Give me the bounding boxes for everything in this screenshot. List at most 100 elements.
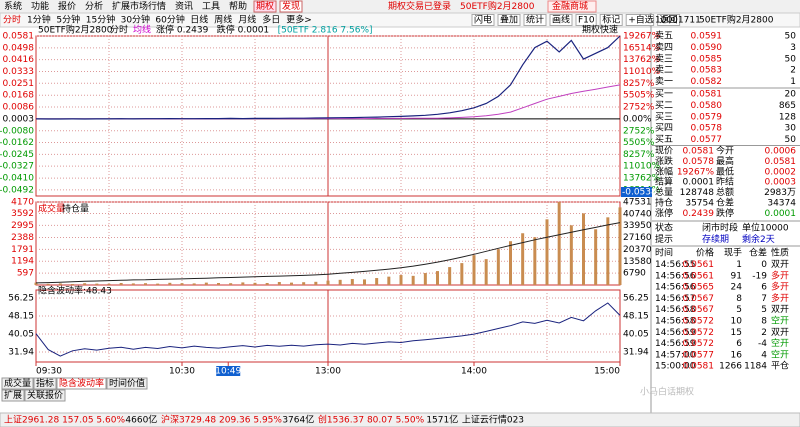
tool-button[interactable]: 画线: [552, 14, 570, 26]
y-tick-label: 4170: [11, 198, 34, 208]
bottom-tab[interactable]: 成交量: [4, 377, 31, 389]
period-button[interactable]: 月线: [238, 14, 256, 26]
volume-bar: [229, 283, 233, 285]
period-button[interactable]: 30分钟: [121, 14, 150, 26]
status-value: 单位10000: [742, 222, 789, 234]
status-label: 状态: [655, 222, 673, 234]
volume-bar: [314, 281, 318, 285]
volume-bar: [423, 273, 427, 285]
stat-label: 现价: [655, 146, 673, 157]
ticks-header: 时间: [655, 247, 673, 259]
tab-bg: [56, 377, 107, 390]
menu-item[interactable]: 工具: [202, 1, 220, 12]
percent-label: 11010%: [623, 162, 661, 172]
book-label: 买五: [655, 134, 673, 145]
menu-item[interactable]: 帮助: [229, 0, 247, 12]
book-label: 买二: [655, 100, 673, 111]
volume-bar: [34, 282, 38, 285]
bottom-tab[interactable]: 时间价值: [109, 377, 145, 389]
menu-bar: [0, 0, 800, 13]
book-label: 卖四: [655, 42, 673, 53]
status-bar: [0, 412, 800, 427]
period-button[interactable]: 周线: [214, 14, 232, 26]
bottom-tab[interactable]: 指标: [36, 377, 54, 389]
tool-button[interactable]: F10: [578, 16, 595, 26]
shop-link[interactable]: 金融商城: [552, 0, 588, 12]
y-tick-label: 0.0416: [3, 55, 35, 65]
stat-value: 2983万: [764, 188, 796, 198]
tick-cell: 2: [761, 328, 767, 338]
tick-cell: 双开: [771, 327, 789, 338]
volume-bar: [436, 271, 439, 285]
period-button[interactable]: 日线: [190, 14, 208, 26]
status-item: 沪深3729.48 209.36 5.95%: [161, 414, 282, 426]
period-button[interactable]: 60分钟: [155, 14, 184, 26]
volume-bar: [131, 283, 135, 285]
period-button[interactable]: 更多>: [286, 14, 312, 26]
tick-cell: 14:56:59: [655, 339, 696, 349]
tool-button[interactable]: 标记: [602, 14, 620, 26]
y-tick-label: -0.0492: [0, 185, 34, 195]
period-button[interactable]: 1分钟: [27, 14, 51, 26]
watermark: 小马白话期权: [640, 386, 694, 398]
menu-item[interactable]: 资讯: [175, 1, 193, 12]
book-price: 0.0591: [691, 32, 723, 42]
book-volume: 1: [790, 77, 796, 87]
menu-item[interactable]: 分析: [85, 0, 103, 12]
stat-label: 总量: [655, 186, 673, 198]
menu-tab[interactable]: 期权: [256, 0, 274, 12]
period-button[interactable]: 分时: [3, 14, 21, 26]
tick-cell: 7: [761, 294, 767, 304]
stat-value: 0.0001: [683, 178, 715, 188]
tool-button[interactable]: +自选: [628, 14, 654, 26]
tick-cell: 0.0567: [683, 294, 715, 304]
menu-tab[interactable]: 发现: [282, 0, 300, 12]
percent-label: 16514%: [623, 43, 661, 53]
y-tick-label: -0.0080: [0, 126, 34, 136]
y-tick-label: 0.0168: [3, 91, 35, 101]
tool-button[interactable]: 统计: [526, 14, 544, 26]
tick-cell: 0.0567: [683, 305, 715, 315]
volume-bar: [156, 283, 160, 285]
y-tick-label: 0.0581: [3, 32, 35, 42]
stat-value: 0.0003: [765, 178, 797, 188]
sub-tab[interactable]: 扩展: [4, 389, 22, 401]
tool-button[interactable]: 叠加: [500, 15, 518, 26]
period-button[interactable]: 多日: [262, 14, 280, 26]
tick-cell: 5: [736, 305, 742, 315]
volume-bar: [375, 278, 379, 285]
volume-bar: [277, 282, 281, 285]
status-label: 提示: [655, 234, 673, 245]
tool-button[interactable]: 返回: [660, 14, 678, 26]
period-button[interactable]: 5分钟: [56, 14, 80, 26]
menu-item[interactable]: 功能: [31, 0, 49, 12]
menu-item[interactable]: 报价: [58, 0, 76, 12]
percent-label: 2752%: [623, 126, 655, 136]
tick-cell: 0.0561: [683, 260, 715, 270]
book-price: 0.0579: [691, 112, 723, 122]
tick-cell: 空开: [771, 348, 789, 360]
tool-button[interactable]: 闪电: [474, 14, 492, 26]
volume-bar: [411, 275, 415, 285]
y-tick-label: 0.0003: [3, 114, 35, 124]
book-volume: 50: [785, 135, 797, 145]
period-button[interactable]: 15分钟: [86, 14, 115, 26]
x-tick-label: 15:00: [594, 367, 620, 377]
volume-bar: [582, 213, 585, 285]
percent-label: 13762%: [623, 55, 661, 65]
volume-bar: [71, 284, 74, 285]
menu-item[interactable]: 系统: [4, 0, 22, 12]
book-price: 0.0578: [691, 124, 723, 134]
tick-cell: 14:56:58: [655, 317, 696, 327]
volume-bar: [496, 249, 500, 285]
menu-item[interactable]: 扩展市场行情: [112, 0, 166, 12]
bottom-tab[interactable]: 隐含波动率: [59, 377, 104, 389]
tick-cell: 14:56:56: [655, 271, 696, 281]
status-item: 3764亿: [282, 414, 314, 426]
y-tick-label-right: 31.94: [623, 348, 649, 358]
sub-tab[interactable]: 关联报价: [27, 389, 63, 401]
tick-cell: 14:56:58: [655, 305, 696, 315]
tick-cell: 0.0577: [683, 350, 715, 360]
book-label: 卖五: [655, 31, 673, 42]
